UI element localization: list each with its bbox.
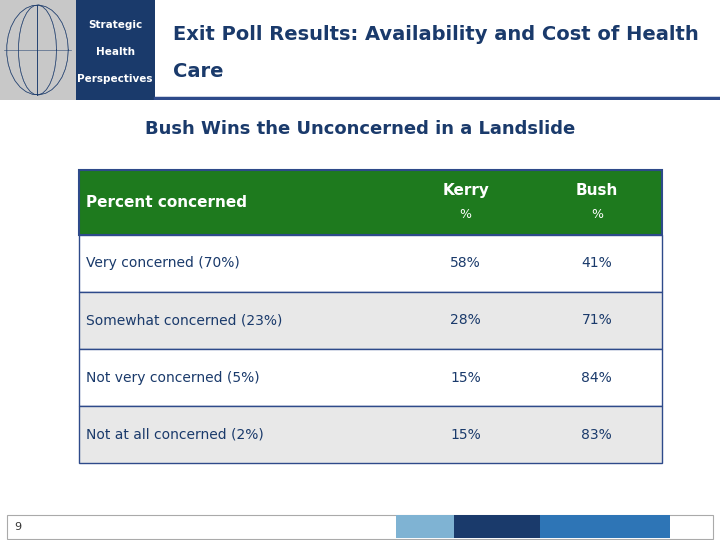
Text: %: % <box>459 207 472 220</box>
Text: Kerry: Kerry <box>442 183 489 198</box>
FancyBboxPatch shape <box>79 235 662 292</box>
FancyBboxPatch shape <box>540 515 670 538</box>
Text: Health: Health <box>96 47 135 57</box>
FancyBboxPatch shape <box>79 406 662 463</box>
Text: 71%: 71% <box>582 313 612 327</box>
FancyBboxPatch shape <box>0 0 76 100</box>
Text: Not at all concerned (2%): Not at all concerned (2%) <box>86 428 264 442</box>
FancyBboxPatch shape <box>0 0 155 100</box>
Text: 58%: 58% <box>450 256 481 270</box>
Text: 15%: 15% <box>450 370 481 384</box>
Text: Somewhat concerned (23%): Somewhat concerned (23%) <box>86 313 283 327</box>
Text: Care: Care <box>173 63 223 82</box>
Text: 84%: 84% <box>582 370 612 384</box>
Text: Strategic: Strategic <box>88 20 143 30</box>
Text: 83%: 83% <box>582 428 612 442</box>
Text: Perspectives: Perspectives <box>78 74 153 84</box>
FancyBboxPatch shape <box>79 292 662 349</box>
Text: 28%: 28% <box>450 313 481 327</box>
FancyBboxPatch shape <box>396 515 454 538</box>
Text: %: % <box>591 207 603 220</box>
Text: 9: 9 <box>14 522 22 531</box>
FancyBboxPatch shape <box>79 170 662 235</box>
Text: Not very concerned (5%): Not very concerned (5%) <box>86 370 260 384</box>
FancyBboxPatch shape <box>454 515 540 538</box>
Text: Very concerned (70%): Very concerned (70%) <box>86 256 240 270</box>
Text: 15%: 15% <box>450 428 481 442</box>
Text: Bush Wins the Unconcerned in a Landslide: Bush Wins the Unconcerned in a Landslide <box>145 120 575 138</box>
Text: Exit Poll Results: Availability and Cost of Health: Exit Poll Results: Availability and Cost… <box>173 25 698 44</box>
FancyBboxPatch shape <box>79 349 662 406</box>
Text: Percent concerned: Percent concerned <box>86 195 248 210</box>
Text: Bush: Bush <box>575 183 618 198</box>
Text: 41%: 41% <box>582 256 612 270</box>
